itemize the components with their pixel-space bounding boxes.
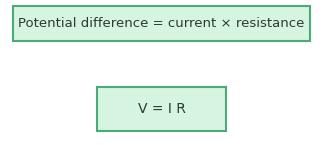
Text: V = I R: V = I R <box>138 102 185 116</box>
FancyBboxPatch shape <box>97 87 226 130</box>
Text: Potential difference = current × resistance: Potential difference = current × resista… <box>18 17 305 30</box>
FancyBboxPatch shape <box>13 6 310 41</box>
